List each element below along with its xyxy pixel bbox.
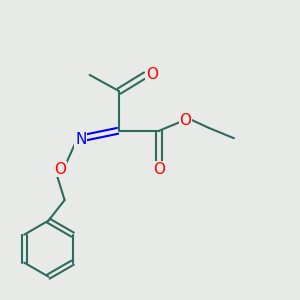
Text: O: O bbox=[54, 162, 66, 177]
Text: N: N bbox=[75, 132, 86, 147]
Text: O: O bbox=[153, 162, 165, 177]
Text: O: O bbox=[179, 113, 191, 128]
Text: O: O bbox=[146, 68, 158, 82]
